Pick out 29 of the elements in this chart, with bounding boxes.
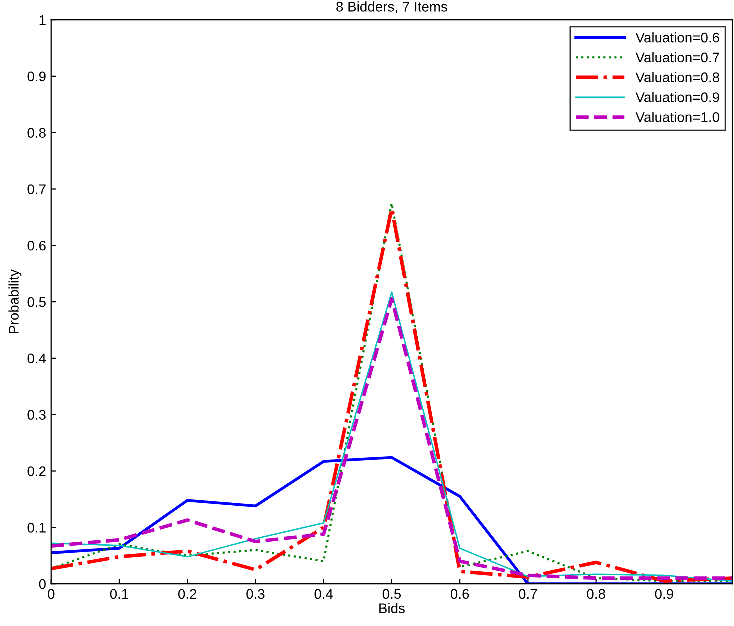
x-tick-label: 0.4	[314, 589, 334, 600]
x-tick-label: 0.6	[450, 589, 470, 600]
y-tick-label: 0.7	[28, 184, 46, 194]
x-tick-label: 0.9	[655, 589, 674, 600]
y-tick-label: 0.3	[28, 410, 46, 420]
x-tick-label: 0.2	[178, 589, 197, 600]
legend-label: Valuation=0.7	[636, 52, 720, 63]
y-tick-label: 0.9	[28, 72, 46, 82]
y-tick-label: 0	[39, 579, 46, 590]
legend-label: Valuation=0.8	[636, 72, 720, 83]
x-tick-label: 0.3	[246, 589, 265, 600]
x-tick-label: 0.8	[587, 589, 606, 600]
legend-label: Valuation=0.9	[636, 92, 720, 102]
x-tick-label: 0.7	[519, 589, 538, 600]
x-axis-title: Bids	[380, 603, 405, 614]
y-tick-label: 0.4	[28, 354, 46, 364]
y-tick-label: 1	[40, 16, 46, 26]
y-tick-label: 0.1	[28, 522, 46, 533]
chart-title: 8 Bidders, 7 Items	[336, 2, 448, 14]
legend-label: Valuation=0.6	[636, 32, 720, 43]
y-axis-title: Probability	[8, 270, 22, 334]
y-tick-label: 0.6	[28, 240, 46, 251]
x-tick-label: 0.1	[110, 589, 128, 600]
y-tick-label: 0.5	[28, 297, 46, 308]
x-tick-label: 0	[48, 589, 55, 600]
legend-label: Valuation=1.0	[636, 112, 720, 122]
y-tick-label: 0.2	[28, 466, 46, 476]
y-tick-label: 0.8	[28, 128, 46, 138]
x-tick-label: 0.5	[382, 589, 402, 600]
